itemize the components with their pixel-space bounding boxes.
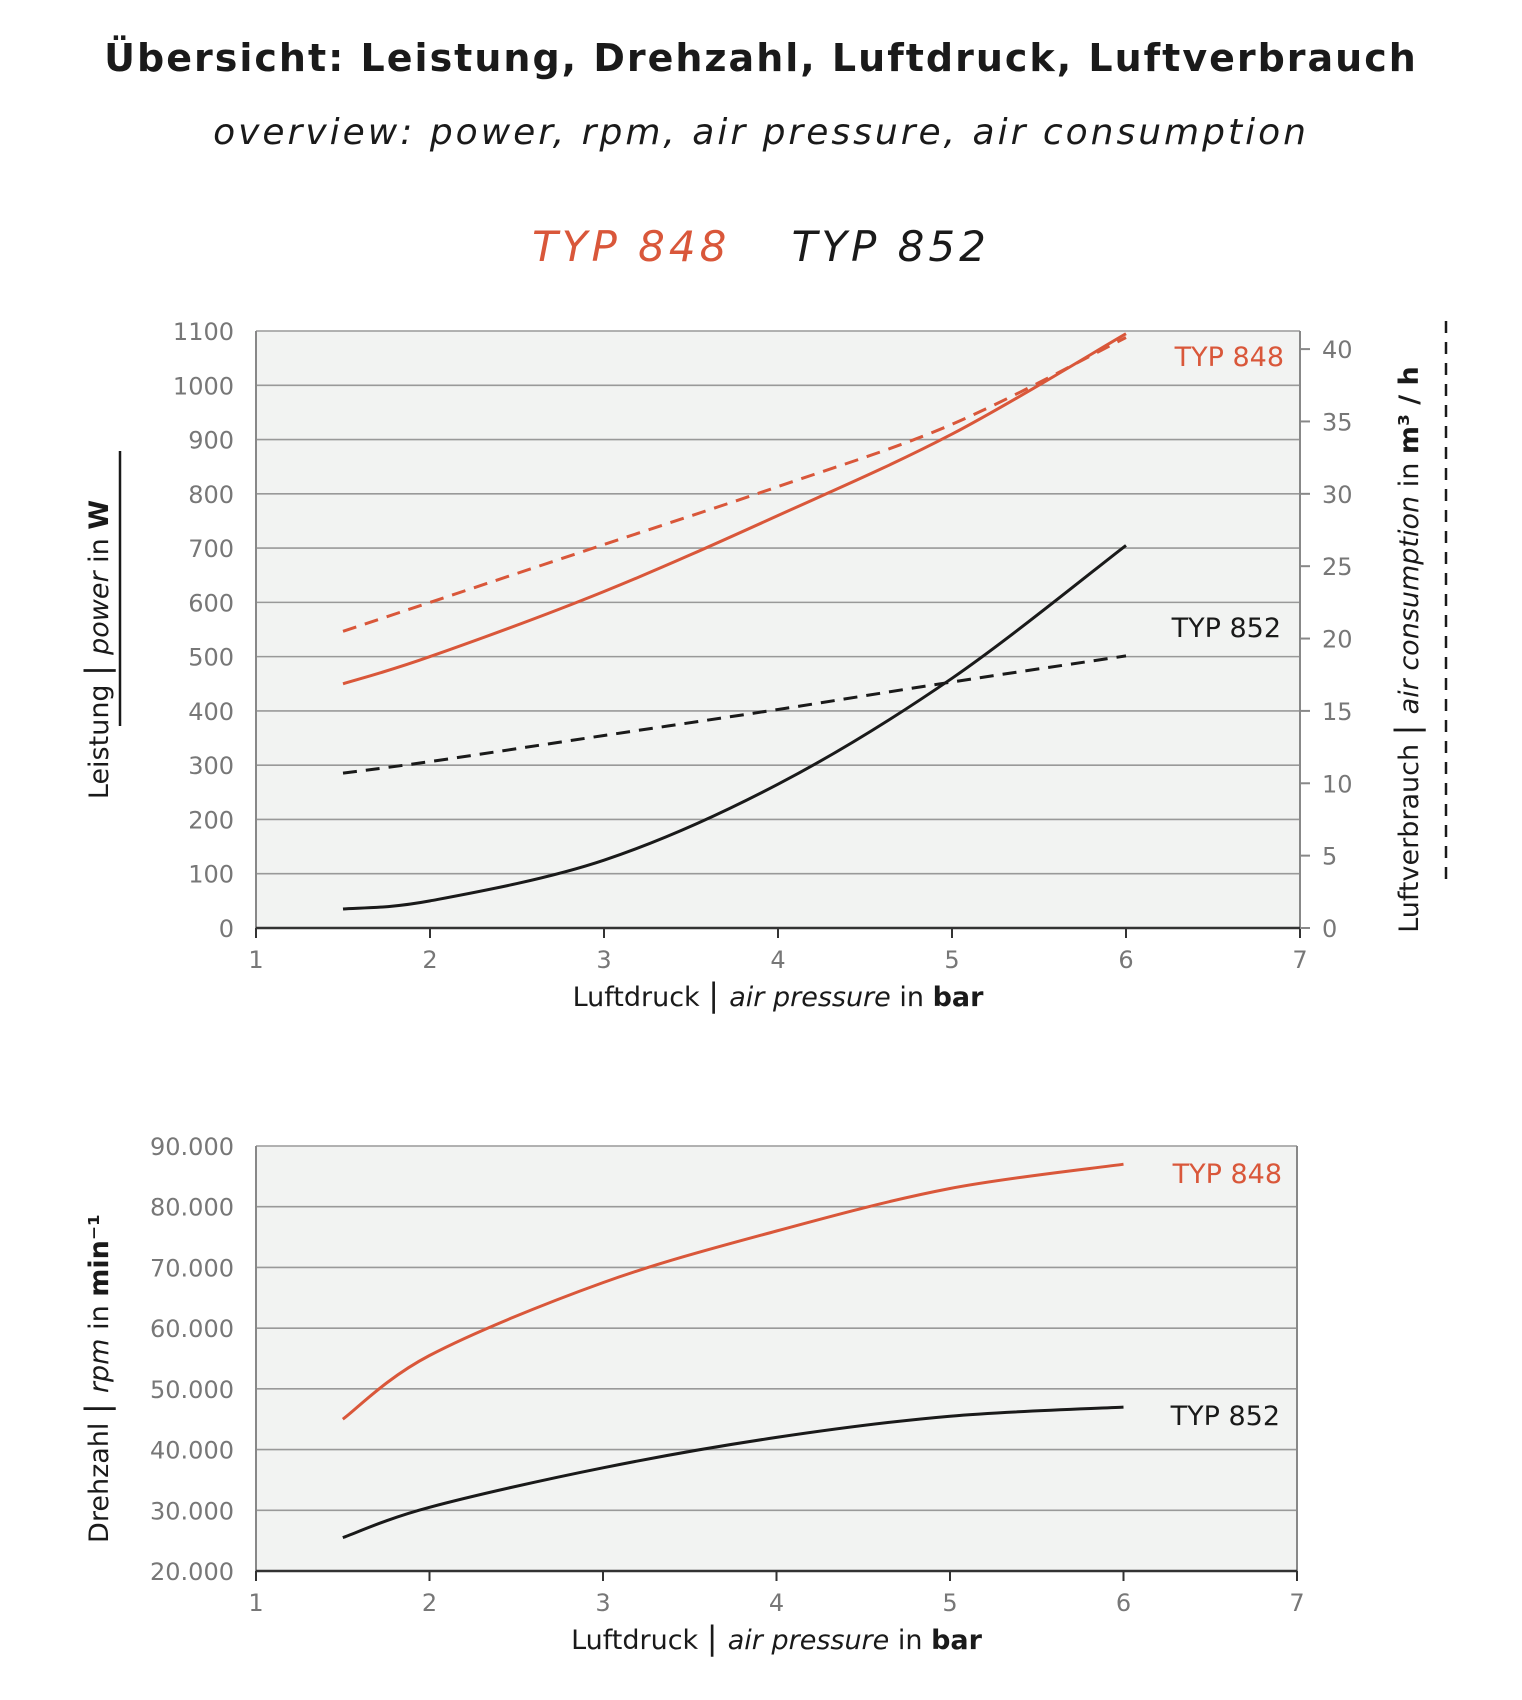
plot-area — [256, 331, 1300, 928]
y2-tick-label: 20 — [1322, 626, 1353, 654]
y-tick-label: 40.000 — [150, 1437, 234, 1465]
x-tick-label: 1 — [248, 946, 263, 974]
plot-area — [256, 1146, 1297, 1571]
y-tick-label: 100 — [188, 861, 234, 889]
series-label-typ852: TYP 852 — [1170, 1401, 1280, 1432]
y2-tick-label: 10 — [1322, 770, 1353, 798]
x-axis-label: Luftdruck | air pressure in bar — [573, 976, 985, 1014]
y-tick-label: 800 — [188, 481, 234, 509]
y-tick-label: 20.000 — [150, 1558, 234, 1586]
x-tick-label: 6 — [1116, 1589, 1131, 1617]
y-tick-label: 700 — [188, 535, 234, 563]
x-tick-label: 4 — [769, 1589, 784, 1617]
x-tick-label: 5 — [942, 1589, 957, 1617]
typ-852-power-line — [342, 544, 1127, 911]
x-tick-label: 4 — [770, 946, 785, 974]
y-tick-label: 400 — [188, 698, 234, 726]
series-label-typ848: TYP 848 — [1172, 1159, 1282, 1190]
y2-axis-label: Luftverbrauch | air consumption in m³ / … — [1388, 366, 1426, 933]
typ-852-rpm-line — [342, 1405, 1124, 1540]
y2-tick-label: 40 — [1322, 336, 1353, 364]
series-label-typ852: TYP 852 — [1171, 613, 1281, 644]
y2-tick-label: 15 — [1322, 698, 1353, 726]
x-tick-label: 1 — [248, 1589, 263, 1617]
typ-852-air-consumption-line — [342, 654, 1127, 775]
y-tick-label: 1000 — [173, 372, 234, 400]
x-tick-label: 7 — [1289, 1589, 1304, 1617]
y-tick-label: 30.000 — [150, 1497, 234, 1525]
legend-typ848: TYP 848 — [532, 222, 731, 271]
page-subtitle: overview: power, rpm, air pressure, air … — [213, 112, 1309, 153]
y-tick-label: 60.000 — [150, 1315, 234, 1343]
x-axis-label: Luftdruck | air pressure in bar — [571, 1619, 983, 1657]
y-tick-label: 1100 — [173, 318, 234, 346]
typ-848-power-line — [342, 332, 1127, 686]
x-tick-label: 3 — [595, 1589, 610, 1617]
y-tick-label: 300 — [188, 752, 234, 780]
legend-typ852: TYP 852 — [791, 222, 990, 271]
x-tick-label: 5 — [944, 946, 959, 974]
y-axis-label: Leistung | power in W — [78, 500, 116, 799]
typ-848-air-consumption-line — [342, 336, 1127, 633]
y-tick-label: 0 — [219, 915, 234, 943]
x-tick-label: 2 — [422, 946, 437, 974]
y2-tick-label: 35 — [1322, 408, 1353, 436]
y-tick-label: 500 — [188, 644, 234, 672]
y2-tick-label: 30 — [1322, 481, 1353, 509]
y2-tick-label: 0 — [1322, 915, 1337, 943]
x-tick-label: 3 — [596, 946, 611, 974]
y-axis-label: Drehzahl | rpm in min⁻¹ — [78, 1214, 116, 1543]
y-tick-label: 600 — [188, 589, 234, 617]
x-tick-label: 2 — [422, 1589, 437, 1617]
y-tick-label: 50.000 — [150, 1376, 234, 1404]
legend: TYP 848 TYP 852 — [0, 222, 1522, 271]
x-tick-label: 6 — [1118, 946, 1133, 974]
series-label-typ848: TYP 848 — [1174, 342, 1284, 373]
y2-tick-label: 25 — [1322, 553, 1353, 581]
y-tick-label: 80.000 — [150, 1194, 234, 1222]
y-tick-label: 200 — [188, 806, 234, 834]
page-title: Übersicht: Leistung, Drehzahl, Luftdruck… — [104, 36, 1418, 80]
typ-848-rpm-line — [341, 1162, 1124, 1421]
y-tick-label: 70.000 — [150, 1254, 234, 1282]
y-tick-label: 900 — [188, 427, 234, 455]
y2-tick-label: 5 — [1322, 843, 1337, 871]
x-tick-label: 7 — [1292, 946, 1307, 974]
y-tick-label: 90.000 — [150, 1133, 234, 1161]
